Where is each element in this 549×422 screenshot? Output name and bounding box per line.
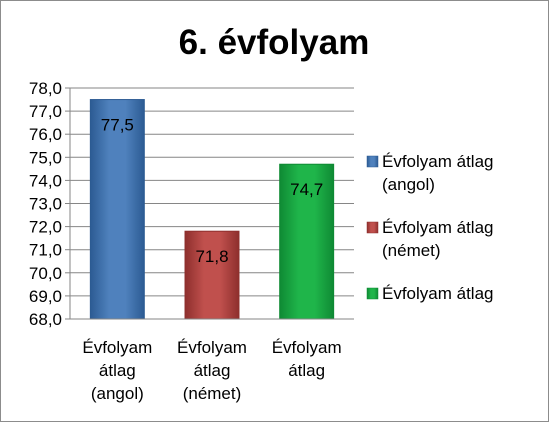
legend-swatch [366,221,379,234]
legend-label: Évfolyam átlag [382,152,494,171]
chart-title: 6. évfolyam [179,23,370,62]
y-tick-label: 74,0 [29,171,62,190]
legend-label: Évfolyam átlag [382,218,494,237]
x-tick-label: átlag [99,361,136,380]
x-tick-label: átlag [194,361,231,380]
x-axis: Évfolyam átlag (angol) Évfolyam átlag (német)… [70,318,354,403]
y-tick-label: 72,0 [29,218,62,237]
legend: Évfolyam átlag (angol) Évfolyam átlag (néme… [366,152,494,303]
x-tick-label: Évfolyam [82,338,152,357]
y-tick-label: 76,0 [29,125,62,144]
y-axis: 68,0 69,0 70,0 71,0 72,0 73,0 74,0 75,0 76,0 77,0… [29,79,71,329]
data-label: 71,8 [195,247,228,266]
bars: 77,5 71,8 74,7 [89,99,335,320]
data-label: 74,7 [290,180,323,199]
x-tick-label: Évfolyam [272,338,342,357]
y-tick-label: 69,0 [29,287,62,306]
x-tick-label: (német) [183,384,242,403]
y-tick-label: 77,0 [29,102,62,121]
legend-label: (német) [382,241,441,260]
y-tick-label: 78,0 [29,79,62,98]
bar-1 [89,99,145,320]
x-tick-label: átlag [288,361,325,380]
legend-swatch [366,287,379,300]
x-tick-label: Évfolyam [177,338,247,357]
x-tick-label: (angol) [91,384,144,403]
y-tick-label: 68,0 [29,310,62,329]
y-tick-label: 73,0 [29,195,62,214]
legend-label: (angol) [382,175,435,194]
bar-2 [184,230,240,320]
legend-label: Évfolyam átlag [382,284,494,303]
bar-3 [279,163,335,320]
y-tick-label: 71,0 [29,241,62,260]
y-tick-label: 70,0 [29,264,62,283]
y-tick-label: 75,0 [29,148,62,167]
data-label: 77,5 [101,116,134,135]
legend-swatch [366,155,379,168]
